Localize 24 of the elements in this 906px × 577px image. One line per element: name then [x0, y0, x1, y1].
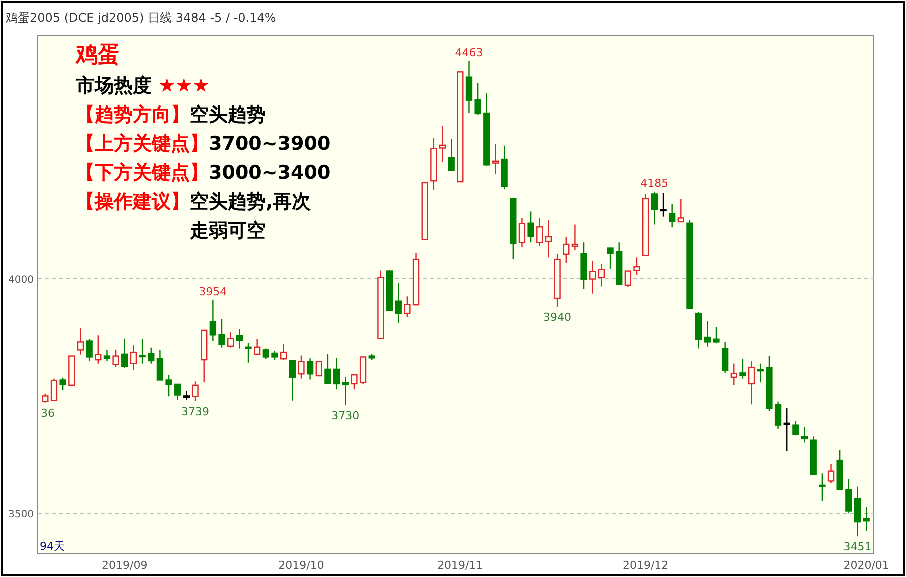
- annotation: 【操作建议】空头趋势,再次: [76, 191, 312, 213]
- chart-subtitle: 鸡蛋2005 (DCE jd2005) 日线 3484 -5 / -0.14%: [5, 11, 276, 25]
- annotation: 【上方关键点】3700~3900: [76, 133, 331, 155]
- y-tick-label: 3500: [8, 510, 34, 521]
- annotation: 【下方关键点】3000~3400: [76, 162, 331, 184]
- x-tick-label: 2019/09: [102, 559, 148, 572]
- annotation: 【趋势方向】空头趋势: [76, 104, 266, 126]
- annotation: 4463: [455, 46, 484, 60]
- annotation: 市场热度 ★★★: [75, 75, 210, 97]
- annotation: 3451: [844, 540, 872, 554]
- x-tick-label: 2020/01: [844, 559, 890, 572]
- annotation: 94天: [40, 540, 65, 553]
- x-tick-label: 2019/10: [278, 559, 324, 572]
- annotation: 4185: [640, 176, 669, 190]
- annotation: 3739: [182, 405, 210, 418]
- annotation: 走弱可空: [189, 220, 266, 242]
- y-tick-label: 4000: [8, 274, 34, 286]
- annotation: 36: [41, 406, 55, 420]
- annotation: 3730: [332, 410, 360, 423]
- annotation: 3940: [544, 310, 572, 324]
- x-tick-label: 2019/12: [622, 559, 669, 572]
- x-tick-label: 2019/11: [438, 559, 484, 572]
- chart-title: 鸡蛋: [75, 43, 120, 68]
- annotation: 3954: [199, 285, 228, 298]
